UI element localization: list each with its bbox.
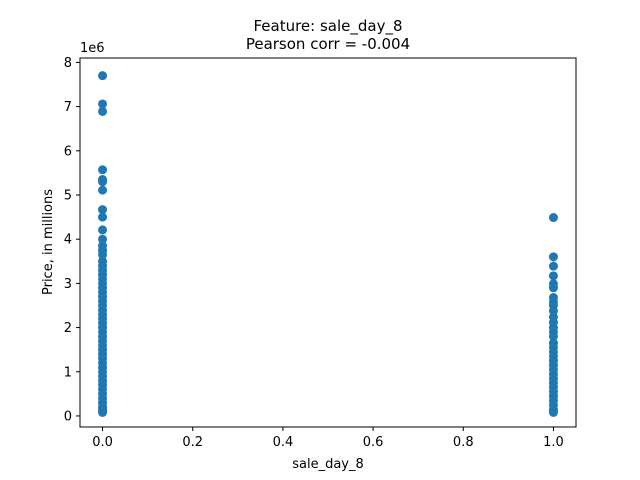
chart-title-line2: Pearson corr = -0.004	[246, 35, 410, 53]
data-point	[548, 252, 558, 262]
x-tick-label: 1.0	[543, 435, 564, 450]
data-point	[98, 177, 108, 187]
data-point	[98, 407, 108, 417]
data-point	[98, 185, 108, 195]
x-axis-label: sale_day_8	[292, 457, 364, 472]
data-point	[548, 283, 558, 293]
data-point	[98, 71, 108, 81]
y-tick-label: 0	[64, 409, 72, 424]
y-tick-label: 8	[64, 56, 72, 71]
x-tick-label: 0.6	[363, 435, 384, 450]
y-tick-label: 5	[64, 188, 72, 203]
x-tick-label: 0.0	[92, 435, 113, 450]
y-tick-label: 2	[64, 321, 72, 336]
plot-area-frame	[79, 57, 577, 428]
data-point	[548, 306, 558, 316]
data-point	[548, 271, 558, 281]
data-point	[548, 407, 558, 417]
points-layer	[98, 71, 558, 417]
x-tick-label: 0.2	[182, 435, 203, 450]
data-point	[98, 165, 108, 175]
y-tick-label: 3	[64, 277, 72, 292]
x-tick-label: 0.4	[273, 435, 294, 450]
data-point	[98, 205, 108, 215]
y-axis-label: Price, in millions	[41, 189, 56, 295]
y-tick-label: 1	[64, 365, 72, 380]
y-tick-label: 4	[64, 233, 72, 248]
y-offset-text: 1e6	[80, 41, 105, 56]
y-tick-label: 6	[64, 144, 72, 159]
data-point	[98, 106, 108, 116]
y-tick-label: 7	[64, 100, 72, 115]
chart-title-line1: Feature: sale_day_8	[253, 17, 402, 36]
data-point	[548, 261, 558, 271]
data-point	[98, 99, 108, 109]
x-axis-ticks: 0.0 0.2 0.4 0.6 0.8 1.0	[92, 427, 564, 450]
data-point	[98, 225, 108, 235]
data-point	[548, 213, 558, 223]
data-point	[98, 250, 108, 260]
y-axis-ticks: 0 1 2 3 4 5 6 7 8	[64, 56, 80, 424]
x-tick-label: 0.8	[453, 435, 474, 450]
data-point	[548, 331, 558, 341]
data-point	[98, 234, 108, 244]
data-point	[98, 212, 108, 222]
